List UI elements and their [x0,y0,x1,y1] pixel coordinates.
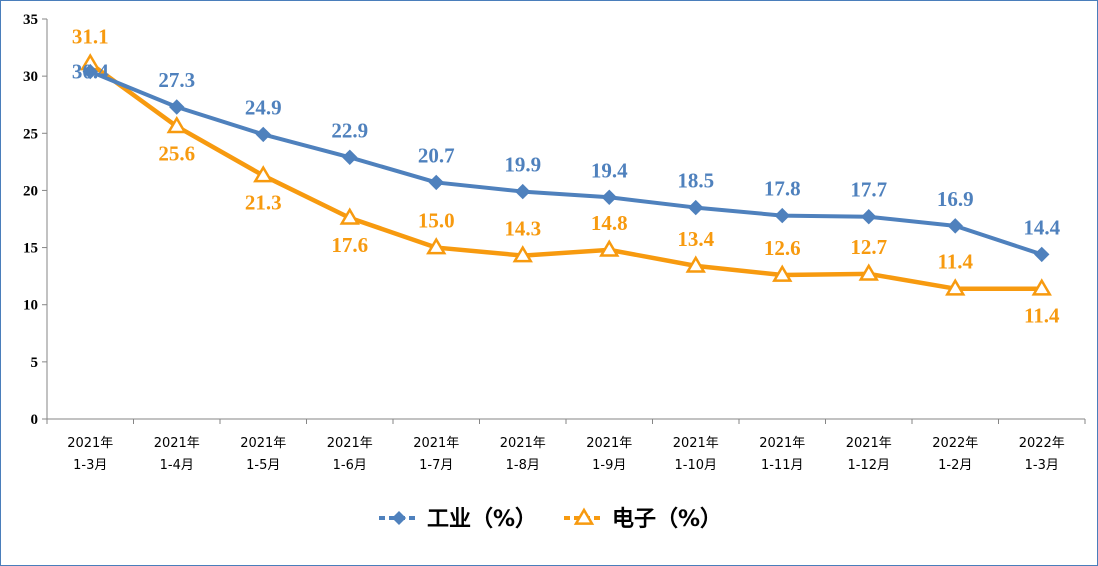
data-point-marker [169,99,185,115]
data-label: 19.9 [504,153,541,177]
data-label: 27.3 [158,68,195,92]
x-tick-label-line: 2022年 [1019,436,1065,451]
data-label: 15.0 [418,209,455,233]
x-tick-label-line: 1-3月 [1025,458,1059,473]
data-point-marker [339,207,360,225]
x-tick-label-line: 1-7月 [419,458,453,473]
x-tick-label-line: 2021年 [673,436,719,451]
x-tick-label: 2021年 1-12月 [846,436,892,473]
data-label: 11.4 [1024,304,1060,328]
y-tick-label: 15 [23,241,38,257]
y-tick-label: 20 [23,183,38,199]
data-label: 13.4 [677,227,714,251]
x-tick-label: 2022年 1-2月 [932,436,978,473]
data-point-marker [428,174,444,191]
legend-label: 工业（%） [427,507,537,532]
x-tick-label-line: 1-6月 [333,458,367,473]
data-label: 19.4 [591,158,628,182]
x-tick-label: 2021年 1-4月 [154,436,200,473]
data-label: 14.3 [504,217,541,241]
x-tick-label-line: 1-5月 [246,458,280,473]
data-label: 24.9 [245,95,282,119]
x-tick-label: 2021年 1-8月 [500,436,546,473]
x-tick-label: 2022年 1-3月 [1019,436,1065,473]
data-label: 20.7 [418,143,455,167]
data-label: 21.3 [245,191,282,215]
series-line-electronics [88,61,1044,291]
x-tick-label: 2021年 1-7月 [413,436,459,473]
data-point-marker [947,218,963,234]
data-point-marker [255,126,271,143]
data-point-marker [774,207,790,224]
data-point-marker [945,278,966,296]
data-point-marker [426,237,447,255]
x-tick-label-line: 2021年 [500,436,546,451]
x-tick-label-line: 2021年 [846,436,892,451]
series-line-industry [88,69,1044,257]
data-point-marker [166,115,187,134]
data-label: 17.8 [764,177,801,201]
data-point-marker [342,149,358,165]
data-label: 31.1 [72,25,109,49]
y-tick-label: 10 [23,298,38,314]
data-label: 17.7 [850,178,887,202]
x-tick-label-line: 1-4月 [160,458,194,473]
x-tick-label: 2021年 1-10月 [673,436,719,473]
x-tick-label-line: 2021年 [586,436,632,451]
x-tick-label: 2021年 1-9月 [586,436,632,473]
x-tick-label-line: 1-2月 [938,458,972,473]
x-tick-label: 2021年 1-5月 [240,436,286,473]
x-tick-label: 2021年 1-11月 [759,436,805,473]
y-tick-label: 25 [23,126,38,142]
x-tick-label-line: 2021年 [759,436,805,451]
data-label: 18.5 [677,169,714,193]
data-label: 17.6 [331,233,368,257]
x-tick-label: 2021年 1-3月 [67,436,113,473]
y-tick-label: 35 [23,12,38,28]
x-tick-label-line: 1-8月 [506,458,540,473]
y-tick-label: 30 [23,69,38,85]
x-tick-label-line: 2021年 [413,436,459,451]
data-label: 30.4 [72,60,109,84]
data-point-marker [601,189,617,205]
x-tick-label-line: 1-12月 [847,458,890,473]
x-tick-label-line: 2021年 [154,436,200,451]
x-tick-label-line: 2021年 [240,436,286,451]
data-label: 12.6 [764,236,801,260]
data-label: 16.9 [937,187,974,211]
data-point-marker [861,209,877,225]
data-label: 11.4 [937,250,973,274]
data-point-marker [1031,278,1052,296]
x-tick-label-line: 2021年 [327,436,373,451]
legend-label: 电子（%） [612,507,722,532]
data-point-marker [1034,246,1050,263]
data-point-marker [599,239,620,257]
legend-marker [573,507,595,525]
x-tick-label: 2021年 1-6月 [327,436,373,473]
data-label: 14.4 [1023,215,1060,239]
y-tick-label: 0 [31,412,39,428]
data-point-marker [82,63,98,80]
data-label: 12.7 [850,235,887,259]
data-point-marker [685,255,706,273]
x-tick-label-line: 1-10月 [674,458,717,473]
x-tick-label-line: 1-3月 [73,458,107,473]
data-label: 22.9 [331,118,368,142]
x-tick-label-line: 1-9月 [592,458,626,473]
x-tick-label-line: 2022年 [932,436,978,451]
data-point-marker [858,263,879,281]
y-tick-label: 5 [31,355,39,371]
x-tick-label-line: 2021年 [67,436,113,451]
data-point-marker [512,245,533,263]
data-point-marker [688,199,704,216]
data-label: 14.8 [591,211,628,235]
data-label: 25.6 [158,141,195,165]
data-point-marker [515,183,531,200]
x-tick-label-line: 1-11月 [761,458,804,473]
data-point-marker [772,264,793,282]
data-point-marker [253,165,274,183]
legend-marker [392,511,406,525]
